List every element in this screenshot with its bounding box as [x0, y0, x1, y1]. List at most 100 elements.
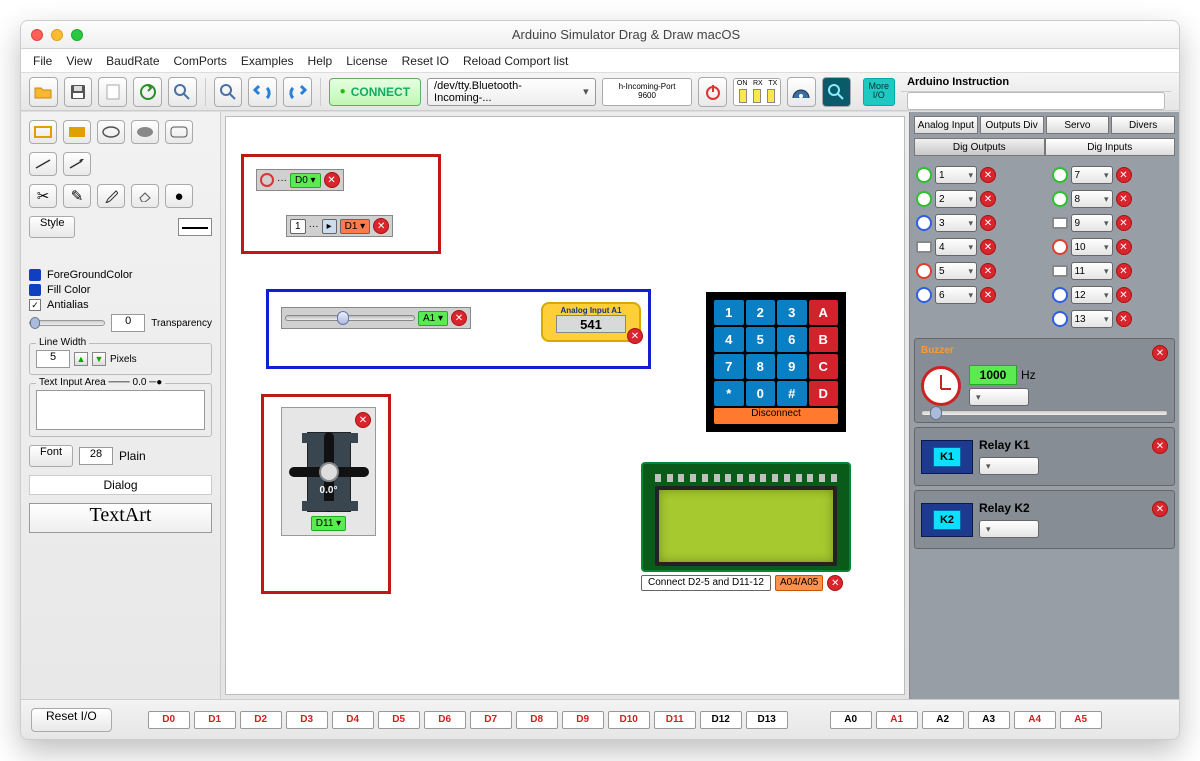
power-button[interactable] [698, 77, 727, 107]
menu-file[interactable]: File [33, 54, 52, 68]
foreground-swatch[interactable] [29, 269, 41, 281]
tab-dig-inputs[interactable]: Dig Inputs [1045, 138, 1176, 156]
style-button[interactable]: Style [29, 216, 75, 238]
io-remove[interactable]: ✕ [980, 215, 996, 231]
menu-baudrate[interactable]: BaudRate [106, 54, 159, 68]
dial-button[interactable] [787, 77, 816, 107]
text-input-area[interactable] [36, 390, 205, 430]
io-remove[interactable]: ✕ [1116, 215, 1132, 231]
io-pin-combo[interactable]: 8 [1071, 190, 1113, 208]
io-remove[interactable]: ✕ [1116, 167, 1132, 183]
io-pin-combo[interactable]: 10 [1071, 238, 1113, 256]
dpin-D9[interactable]: D9 [562, 711, 604, 729]
ellipse-stroke-tool[interactable] [97, 120, 125, 144]
ellipse-fill-tool[interactable] [131, 120, 159, 144]
eyedropper-tool[interactable] [97, 184, 125, 208]
connect-button[interactable]: CONNECT [329, 78, 421, 106]
io-pin-combo[interactable]: 13 [1071, 310, 1113, 328]
dpin-D10[interactable]: D10 [608, 711, 650, 729]
port-combo[interactable]: /dev/tty.Bluetooth-Incoming-... [427, 78, 596, 106]
minimize-window-button[interactable] [51, 29, 63, 41]
keypad-component[interactable]: 123A456B789C*0#DDisconnect [706, 292, 846, 432]
line-tool[interactable] [29, 152, 57, 176]
tab-outputs-div[interactable]: Outputs Div [980, 116, 1044, 134]
io-pin-combo[interactable]: 4 [935, 238, 977, 256]
new-button[interactable] [98, 77, 127, 107]
search-button[interactable] [822, 77, 851, 107]
zoom-window-button[interactable] [71, 29, 83, 41]
keypad-key[interactable]: 2 [746, 300, 776, 325]
dpin-D3[interactable]: D3 [286, 711, 328, 729]
fill-swatch[interactable] [29, 284, 41, 296]
io-remove[interactable]: ✕ [1116, 287, 1132, 303]
io-remove[interactable]: ✕ [980, 287, 996, 303]
relay2-close[interactable]: ✕ [1152, 501, 1168, 517]
antialias-checkbox[interactable]: ✓ [29, 299, 41, 311]
dpin-D13[interactable]: D13 [746, 711, 788, 729]
line-style-preview[interactable] [178, 218, 212, 236]
rect-stroke-tool[interactable] [29, 120, 57, 144]
keypad-key[interactable]: 8 [746, 354, 776, 379]
roundrect-tool[interactable] [165, 120, 193, 144]
menu-reload-comport[interactable]: Reload Comport list [463, 54, 568, 68]
io-pin-combo[interactable]: 2 [935, 190, 977, 208]
keypad-key[interactable]: 0 [746, 381, 776, 406]
menu-reset-io[interactable]: Reset IO [402, 54, 449, 68]
apin-A2[interactable]: A2 [922, 711, 964, 729]
keypad-key[interactable]: 5 [746, 327, 776, 352]
dpin-D1[interactable]: D1 [194, 711, 236, 729]
analog-slider-component[interactable]: A1 ▾✕ [281, 307, 471, 329]
buzzer-close[interactable]: ✕ [1152, 345, 1168, 361]
refresh-button[interactable] [133, 77, 162, 107]
apin-A4[interactable]: A4 [1014, 711, 1056, 729]
io-pin-combo[interactable]: 3 [935, 214, 977, 232]
transparency-slider[interactable] [29, 320, 105, 326]
dpin-D8[interactable]: D8 [516, 711, 558, 729]
dpin-D0[interactable]: D0 [148, 711, 190, 729]
open-button[interactable] [29, 77, 58, 107]
io-pin-combo[interactable]: 6 [935, 286, 977, 304]
analog-input-display[interactable]: Analog Input A1541✕ [541, 302, 641, 342]
keypad-key[interactable]: D [809, 381, 839, 406]
relay1-close[interactable]: ✕ [1152, 438, 1168, 454]
d1-output-component[interactable]: 1···▸D1 ▾✕ [286, 215, 393, 237]
apin-A3[interactable]: A3 [968, 711, 1010, 729]
zoom-button[interactable] [168, 77, 197, 107]
lcd-close[interactable]: ✕ [827, 575, 843, 591]
tab-analog-input[interactable]: Analog Input [914, 116, 978, 134]
keypad-key[interactable]: 7 [714, 354, 744, 379]
linewidth-down[interactable]: ▼ [92, 352, 106, 366]
apin-A1[interactable]: A1 [876, 711, 918, 729]
zoom2-button[interactable] [214, 77, 243, 107]
relay2-combo[interactable] [979, 520, 1039, 538]
font-size-input[interactable]: 28 [79, 447, 113, 465]
io-pin-combo[interactable]: 7 [1071, 166, 1113, 184]
io-remove[interactable]: ✕ [1116, 239, 1132, 255]
dpin-D12[interactable]: D12 [700, 711, 742, 729]
buzzer-pin-combo[interactable] [969, 388, 1029, 406]
io-remove[interactable]: ✕ [980, 263, 996, 279]
lcd-connect-button[interactable]: Connect D2-5 and D11-12 [641, 575, 771, 591]
d0-output-component[interactable]: ···D0 ▾✕ [256, 169, 344, 191]
transparency-value[interactable]: 0 [111, 314, 145, 332]
keypad-key[interactable]: A [809, 300, 839, 325]
brush-tool[interactable]: ● [165, 184, 193, 208]
canvas[interactable]: ···D0 ▾✕ 1···▸D1 ▾✕ A1 ▾✕ Analog Input A154… [225, 116, 905, 695]
save-button[interactable] [64, 77, 93, 107]
font-button[interactable]: Font [29, 445, 73, 467]
menu-license[interactable]: License [346, 54, 387, 68]
apin-A0[interactable]: A0 [830, 711, 872, 729]
keypad-key[interactable]: 9 [777, 354, 807, 379]
io-pin-combo[interactable]: 1 [935, 166, 977, 184]
rect-fill-tool[interactable] [63, 120, 91, 144]
io-pin-combo[interactable]: 9 [1071, 214, 1113, 232]
cut-tool[interactable]: ✂ [29, 184, 57, 208]
more-io-button[interactable]: More I/O [863, 78, 896, 106]
dpin-D6[interactable]: D6 [424, 711, 466, 729]
keypad-key[interactable]: C [809, 354, 839, 379]
dpin-D2[interactable]: D2 [240, 711, 282, 729]
arrow-tool[interactable] [63, 152, 91, 176]
linewidth-input[interactable]: 5 [36, 350, 70, 368]
keypad-key[interactable]: * [714, 381, 744, 406]
reset-io-button[interactable]: Reset I/O [31, 708, 112, 732]
